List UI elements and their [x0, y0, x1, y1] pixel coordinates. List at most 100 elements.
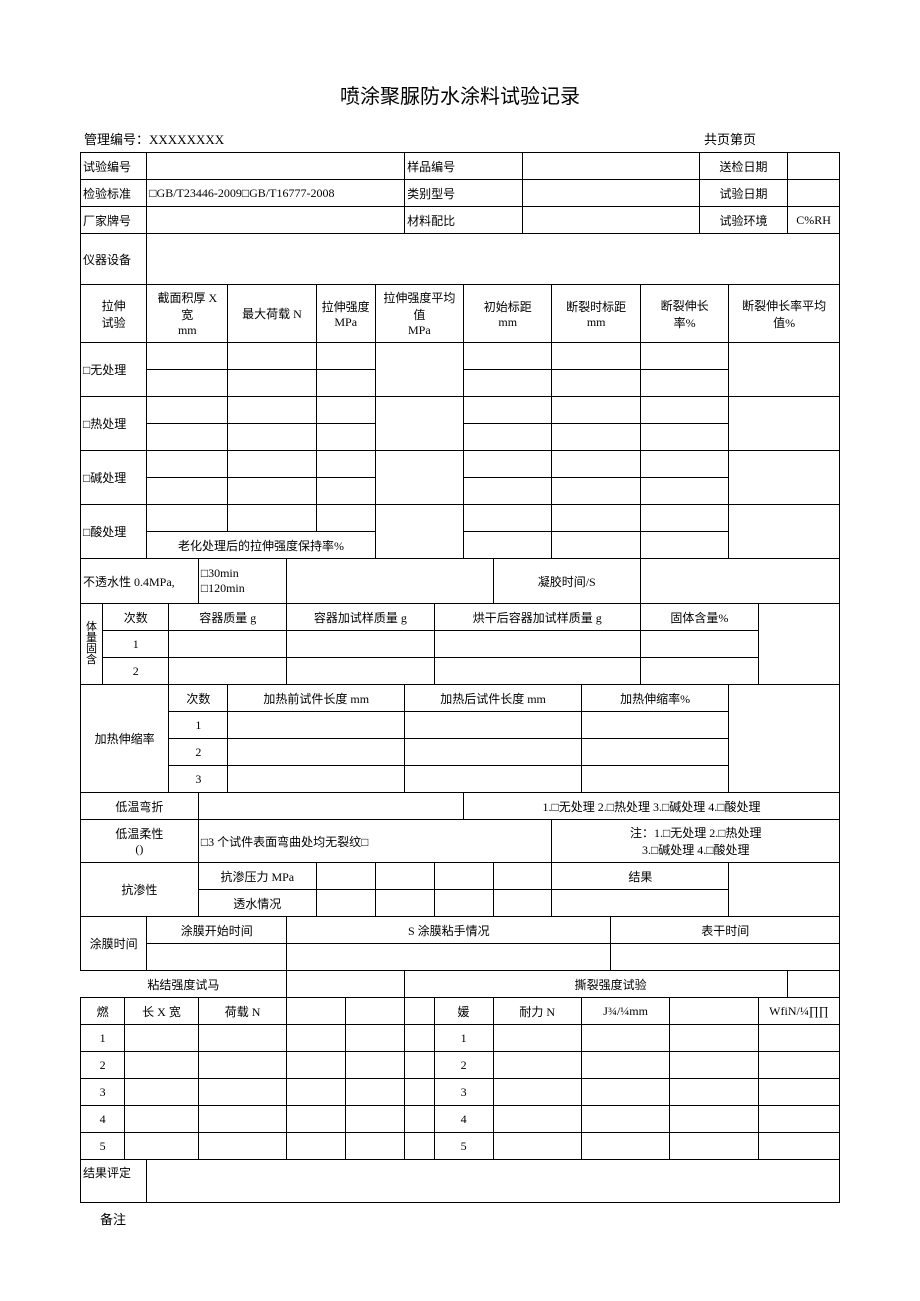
cell — [758, 1133, 839, 1160]
cell — [640, 532, 728, 559]
cell — [228, 739, 405, 766]
cell — [316, 343, 375, 370]
test-no-value — [147, 153, 405, 180]
coat-h2: S 涂膜粘手情况 — [287, 917, 611, 944]
cell — [147, 424, 228, 451]
cell — [125, 1133, 199, 1160]
cell — [670, 998, 758, 1025]
std-value: □GB/T23446-2009□GB/T16777-2008 — [147, 180, 405, 207]
cell — [581, 1106, 669, 1133]
bond-rh3: WfiN/¼∏∏ — [758, 998, 839, 1025]
type-value — [523, 180, 700, 207]
cell — [493, 1025, 581, 1052]
bond-r-n2: 2 — [434, 1052, 493, 1079]
solid-h-num: 次数 — [103, 604, 169, 631]
cell — [640, 658, 758, 685]
cell — [316, 863, 375, 890]
bend-value — [198, 793, 463, 820]
env-value: C%RH — [788, 207, 840, 234]
equip-value — [147, 234, 840, 285]
cell — [640, 478, 728, 505]
tensile-h1: 截面积厚 X 宽 mm — [147, 285, 228, 343]
cell — [316, 397, 375, 424]
cell — [640, 631, 758, 658]
cell — [198, 1133, 286, 1160]
cell — [640, 424, 728, 451]
mix-value — [523, 207, 700, 234]
tensile-r4: □酸处理 — [81, 505, 147, 559]
cell — [316, 370, 375, 397]
cell — [552, 397, 640, 424]
maker-value — [147, 207, 405, 234]
cell — [581, 739, 728, 766]
equip-label: 仪器设备 — [81, 234, 147, 285]
cell — [493, 1133, 581, 1160]
cell — [729, 685, 840, 793]
cell — [670, 1052, 758, 1079]
remark-label: 备注 — [80, 1203, 840, 1234]
bond-rh0: 媛 — [434, 998, 493, 1025]
cell — [552, 370, 640, 397]
cell — [434, 658, 640, 685]
cell — [375, 343, 463, 397]
water-label: 不透水性 0.4MPa, — [81, 559, 199, 604]
cell — [198, 1079, 286, 1106]
cell — [611, 944, 840, 971]
cell — [670, 1025, 758, 1052]
cell — [346, 998, 405, 1025]
water-value — [287, 559, 493, 604]
cell — [228, 451, 316, 478]
cell — [405, 712, 582, 739]
solid-h-cont: 容器质量 g — [169, 604, 287, 631]
gel-value — [640, 559, 839, 604]
cell — [493, 863, 552, 890]
bond-r-n5: 5 — [434, 1133, 493, 1160]
cell — [434, 890, 493, 917]
cell — [493, 890, 552, 917]
heat-h-num: 次数 — [169, 685, 228, 712]
tensile-r1: □无处理 — [81, 343, 147, 397]
cell — [198, 1025, 286, 1052]
cell — [729, 505, 840, 559]
cell — [346, 1052, 405, 1079]
bond-l-n1: 1 — [81, 1025, 125, 1052]
bond-rh1: 耐力 N — [493, 998, 581, 1025]
heat-h-rate: 加热伸缩率% — [581, 685, 728, 712]
cell — [287, 944, 611, 971]
cell — [729, 397, 840, 451]
cell — [169, 658, 287, 685]
cell — [316, 451, 375, 478]
cell — [147, 397, 228, 424]
perm-h1: 抗渗压力 MPa — [198, 863, 316, 890]
cell — [147, 451, 228, 478]
cell — [552, 505, 640, 532]
cell — [405, 971, 434, 998]
cell — [287, 1025, 346, 1052]
mgmt-no: XXXXXXXX — [149, 132, 224, 147]
mix-label: 材料配比 — [405, 207, 523, 234]
cell — [287, 631, 434, 658]
cell — [581, 766, 728, 793]
cell — [552, 424, 640, 451]
cell — [581, 1025, 669, 1052]
solid-h-solid: 固体含量% — [640, 604, 758, 631]
cell — [316, 478, 375, 505]
cell — [464, 532, 552, 559]
perm-h2: 透水情况 — [198, 890, 316, 917]
heat-label: 加热伸缩率 — [81, 685, 169, 793]
cell — [464, 478, 552, 505]
page-counter: 共页第页 — [704, 129, 756, 148]
result-label: 结果评定 — [81, 1160, 147, 1203]
bond-head-right: 撕裂强度试验 — [434, 971, 788, 998]
cell — [147, 944, 287, 971]
tensile-h3: 拉伸强度 MPa — [316, 285, 375, 343]
test-date-label: 试验日期 — [699, 180, 787, 207]
cell — [729, 343, 840, 397]
cell — [375, 397, 463, 451]
cell — [788, 971, 840, 998]
cell — [228, 343, 316, 370]
cell — [640, 451, 728, 478]
maker-label: 厂家牌号 — [81, 207, 147, 234]
cell — [493, 1079, 581, 1106]
cell — [552, 478, 640, 505]
